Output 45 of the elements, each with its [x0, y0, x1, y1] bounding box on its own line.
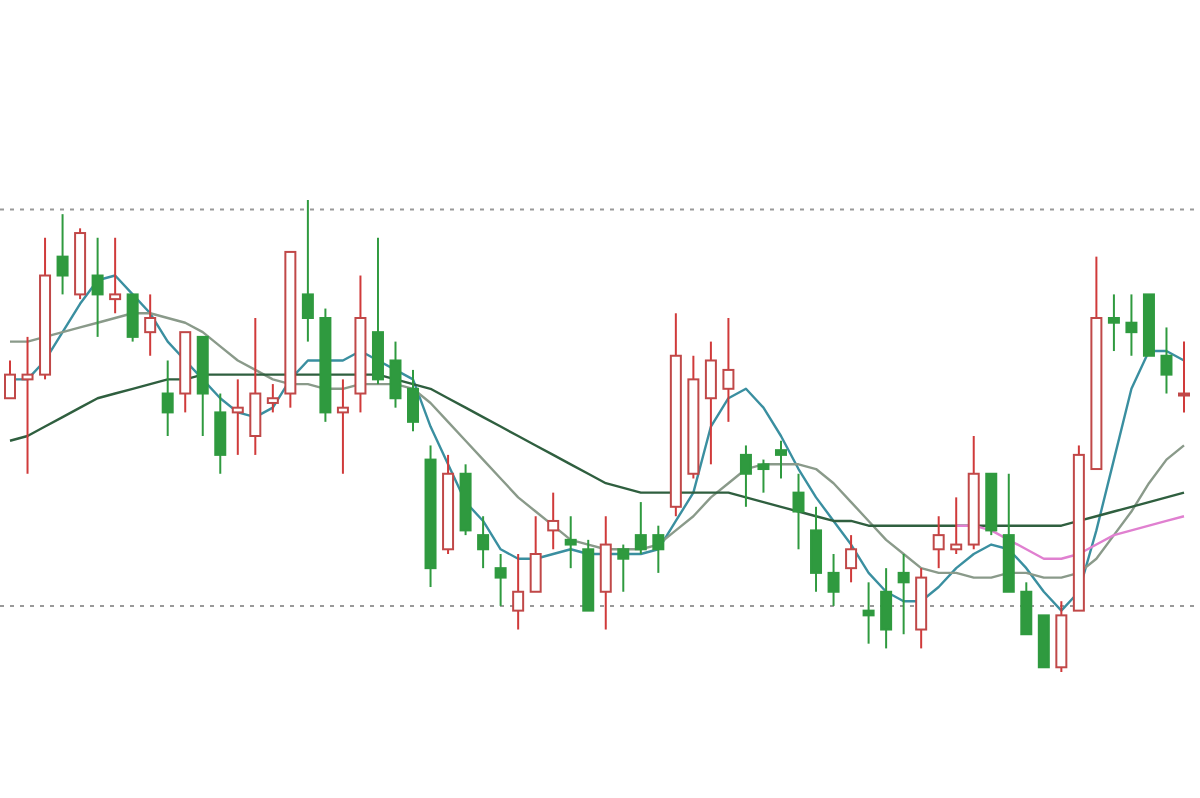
candlestick [792, 472, 805, 551]
candlestick [932, 515, 945, 570]
candlestick [249, 317, 262, 456]
candlestick [827, 553, 840, 607]
candlestick [161, 359, 174, 437]
candlestick [880, 567, 893, 650]
candlestick [950, 496, 963, 555]
candlestick [862, 581, 875, 645]
candlestick [774, 439, 787, 480]
candlestick [407, 368, 420, 433]
candlestick [477, 515, 490, 570]
candlestick [564, 515, 577, 570]
candlestick [91, 236, 104, 338]
candlestick [494, 553, 507, 607]
candlestick [1107, 293, 1120, 353]
candlestick [231, 378, 244, 456]
candlestick [109, 236, 122, 315]
candlestick [897, 553, 910, 636]
candlestick [336, 378, 349, 475]
candlestick [529, 515, 542, 593]
candlestick [652, 524, 665, 574]
candlestick [1160, 326, 1173, 395]
candlestick [810, 505, 823, 593]
candlestick [371, 236, 384, 386]
candlestick [599, 515, 612, 631]
candlestick [845, 534, 858, 584]
candlestick [1178, 340, 1190, 414]
candlestick [21, 335, 34, 475]
candlestick [144, 293, 157, 357]
candlestick [739, 444, 752, 508]
candlestick [301, 199, 314, 343]
candlestick [266, 383, 279, 414]
candlestick [634, 501, 647, 555]
candlestick [56, 213, 69, 296]
candlestick [1020, 581, 1033, 636]
candlestick [1125, 293, 1138, 357]
candlestick [214, 392, 227, 475]
candlestick [722, 317, 735, 423]
candlestick [617, 543, 630, 593]
candlestick [704, 340, 717, 466]
candlestick [389, 340, 402, 409]
candlestick [126, 293, 139, 343]
candlestick [547, 491, 560, 551]
candlestick [512, 553, 525, 631]
candlestick [757, 458, 770, 494]
